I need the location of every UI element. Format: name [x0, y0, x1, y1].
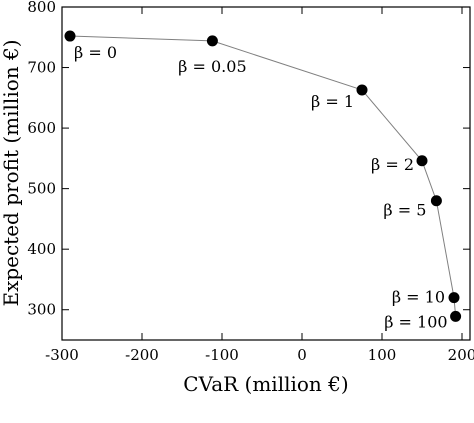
x-tick-label: 200 [448, 346, 474, 364]
point-label: β = 0.05 [178, 57, 246, 76]
x-axis-title: CVaR (million €) [183, 372, 348, 396]
x-tick-label: -100 [205, 346, 239, 364]
data-point [450, 310, 462, 322]
y-tick-label: 800 [27, 0, 56, 16]
data-points [64, 30, 462, 322]
point-label: β = 5 [383, 201, 426, 220]
data-point [64, 30, 76, 42]
x-tick-label: 0 [297, 346, 307, 364]
point-label: β = 1 [311, 92, 354, 111]
data-point [356, 84, 368, 96]
data-point [448, 292, 460, 304]
data-point [430, 195, 442, 207]
point-label: β = 10 [392, 288, 445, 307]
y-tick-label: 500 [27, 180, 56, 198]
y-axis-title: Expected profit (million €) [0, 39, 23, 306]
x-tick-label: -200 [125, 346, 159, 364]
y-tick-label: 400 [27, 240, 56, 258]
x-axis: -300 -200 -100 0 100 200 [45, 7, 474, 364]
point-label: β = 2 [371, 155, 414, 174]
series-line [69, 35, 457, 317]
y-axis: 300 400 500 600 700 800 [27, 0, 470, 319]
y-tick-label: 600 [27, 119, 56, 137]
point-label: β = 0 [74, 43, 117, 62]
y-tick-label: 700 [27, 59, 56, 77]
x-tick-label: 100 [368, 346, 397, 364]
data-point [416, 155, 428, 167]
data-point [206, 35, 218, 47]
x-tick-label: -300 [45, 346, 79, 364]
point-labels: β = 0 β = 0.05 β = 1 β = 2 β = 5 β = 10 β = 10… [74, 43, 448, 331]
y-tick-label: 300 [27, 301, 56, 319]
point-label: β = 100 [384, 312, 447, 331]
plot-frame [61, 6, 471, 341]
